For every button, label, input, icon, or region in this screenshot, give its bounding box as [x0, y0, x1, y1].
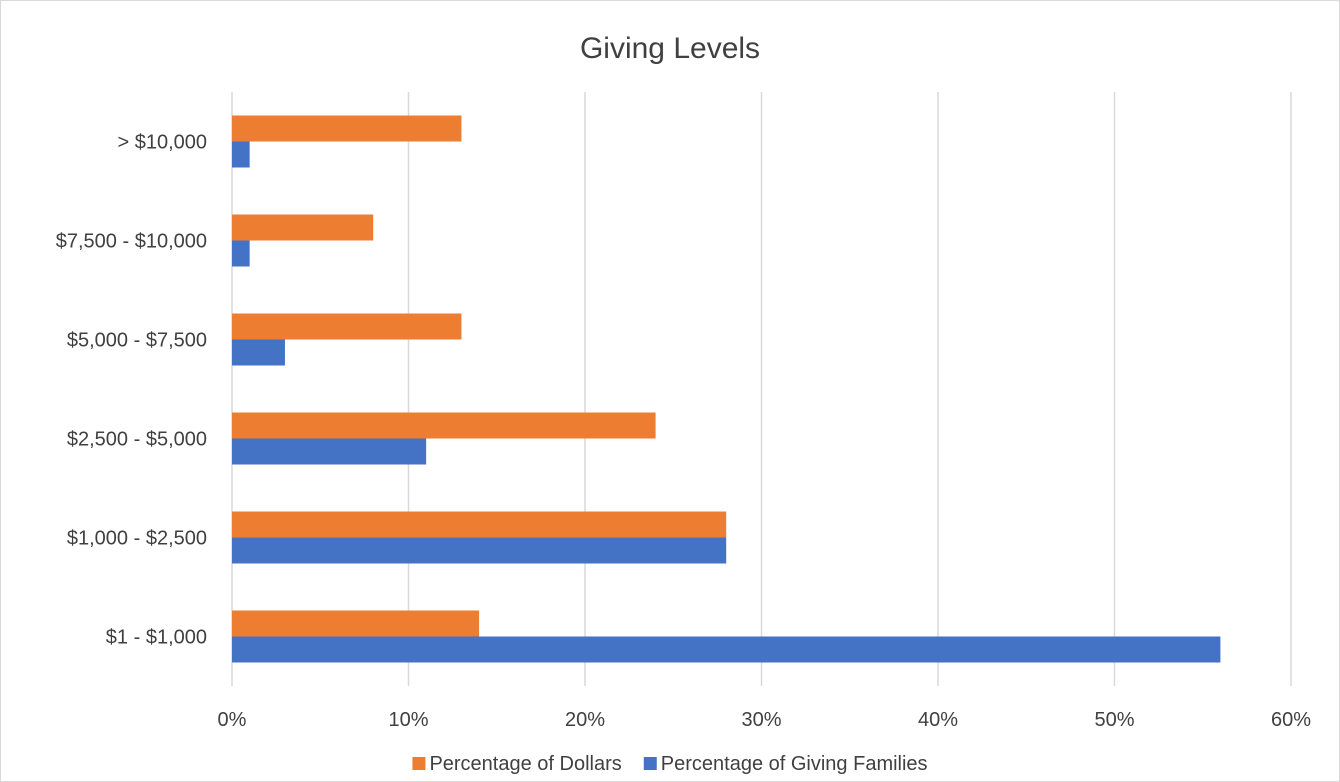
x-tick-label: 20% — [565, 709, 605, 731]
legend-item: Percentage of Giving Families — [643, 753, 928, 775]
bar-dollars — [232, 214, 374, 241]
bar-families — [232, 240, 250, 267]
chart-title: Giving Levels — [580, 32, 760, 65]
y-category-label: $5,000 - $7,500 — [67, 330, 207, 352]
y-category-label: $2,500 - $5,000 — [67, 429, 207, 451]
bar-families — [232, 141, 250, 168]
y-category-label: $1 - $1,000 — [106, 627, 207, 649]
legend-swatch — [643, 757, 657, 770]
bar-dollars — [232, 511, 727, 538]
legend-swatch — [412, 757, 426, 770]
bar-families — [232, 438, 427, 465]
legend-label: Percentage of Giving Families — [661, 753, 928, 775]
legend-label: Percentage of Dollars — [429, 753, 621, 775]
x-tick-label: 60% — [1271, 709, 1311, 731]
bar-dollars — [232, 313, 462, 340]
x-tick-label: 0% — [218, 709, 247, 731]
bar-families — [232, 636, 1221, 663]
bar-families — [232, 339, 285, 366]
legend: Percentage of Dollars Percentage of Givin… — [412, 753, 928, 775]
bar-dollars — [232, 610, 480, 637]
gridlines — [231, 92, 1292, 686]
x-tick-label: 40% — [918, 709, 958, 731]
bar-families — [232, 537, 727, 564]
x-tick-label: 10% — [388, 709, 428, 731]
bars — [232, 115, 1221, 663]
y-category-label: $7,500 - $10,000 — [56, 231, 207, 253]
y-category-label: > $10,000 — [117, 132, 207, 154]
legend-item: Percentage of Dollars — [412, 753, 622, 775]
bar-dollars — [232, 115, 462, 142]
x-axis-tick-labels: 0% 10% 20% 30% 40% 50% 60% — [218, 709, 1312, 731]
x-tick-label: 50% — [1094, 709, 1134, 731]
y-axis-category-labels: $1 - $1,000 $1,000 - $2,500 $2,500 - $5,00… — [56, 132, 207, 649]
x-tick-label: 30% — [741, 709, 781, 731]
y-category-label: $1,000 - $2,500 — [67, 528, 207, 550]
bar-dollars — [232, 412, 656, 439]
